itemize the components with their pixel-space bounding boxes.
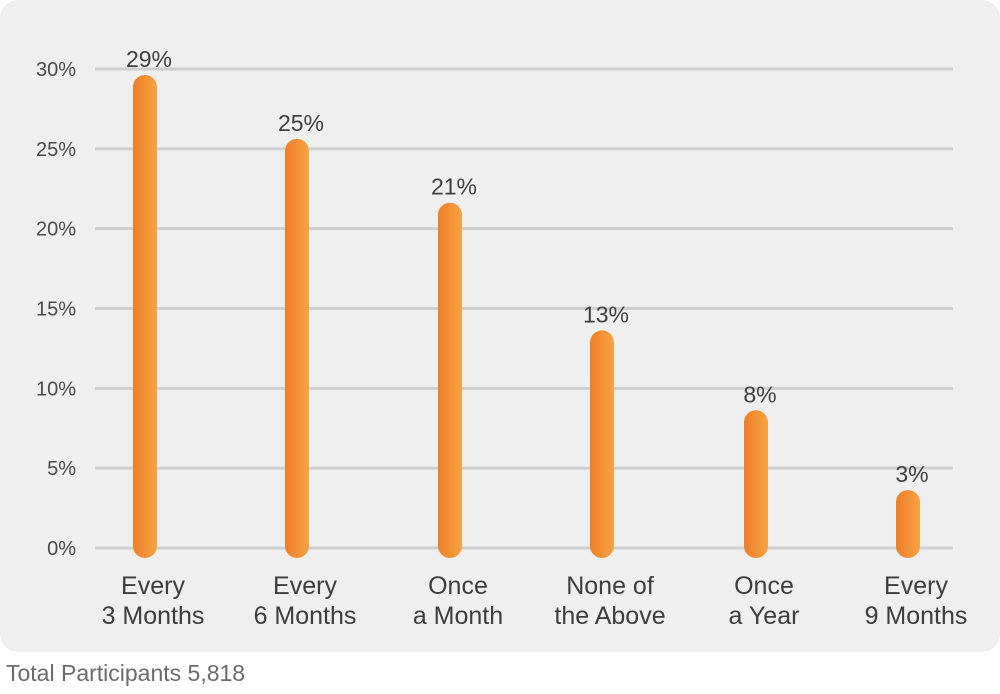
x-category-label: 6 Months [254, 602, 357, 630]
x-category-label: a Month [413, 602, 503, 630]
x-category-label: None of [566, 572, 654, 600]
grid-lines [95, 67, 953, 550]
bar-value-label: 29% [126, 46, 172, 72]
x-category-label: Once [734, 572, 794, 600]
x-category-label: 9 Months [865, 602, 968, 630]
y-tick-label: 0% [47, 538, 76, 560]
bar [744, 410, 768, 558]
y-tick-label: 25% [36, 139, 76, 161]
bar-chart: 0% 5% 10% 15% 20% 25% 30% 29% 25% 21% 13% 8% 3% Eve… [36, 46, 968, 630]
chart-panel [0, 0, 1000, 652]
value-labels: 29% 25% 21% 13% 8% 3% [126, 46, 929, 487]
total-participants-note: Total Participants 5,818 [6, 660, 246, 686]
bar [896, 490, 920, 558]
y-tick-label: 10% [36, 378, 76, 400]
bar [590, 330, 614, 558]
y-tick-label: 20% [36, 219, 76, 241]
x-category-label: the Above [554, 602, 665, 630]
y-tick-label: 30% [36, 59, 76, 81]
bar [285, 138, 309, 559]
bar-value-label: 3% [895, 461, 928, 487]
x-category-label: Every [121, 572, 185, 600]
x-category-label: Every [273, 572, 337, 600]
y-tick-label: 5% [47, 458, 76, 480]
x-category-label: Once [428, 572, 488, 600]
bar-value-label: 13% [583, 301, 629, 327]
bar [438, 202, 462, 558]
bar-value-label: 25% [278, 110, 324, 136]
y-tick-label: 15% [36, 299, 76, 321]
bar-value-label: 8% [743, 381, 776, 407]
bars [133, 74, 920, 559]
bar [133, 74, 157, 558]
x-category-label: Every [884, 572, 948, 600]
y-axis-ticks: 0% 5% 10% 15% 20% 25% 30% [36, 59, 76, 560]
x-category-label: 3 Months [102, 602, 205, 630]
bar-value-label: 21% [431, 174, 477, 200]
x-category-label: a Year [729, 602, 800, 630]
